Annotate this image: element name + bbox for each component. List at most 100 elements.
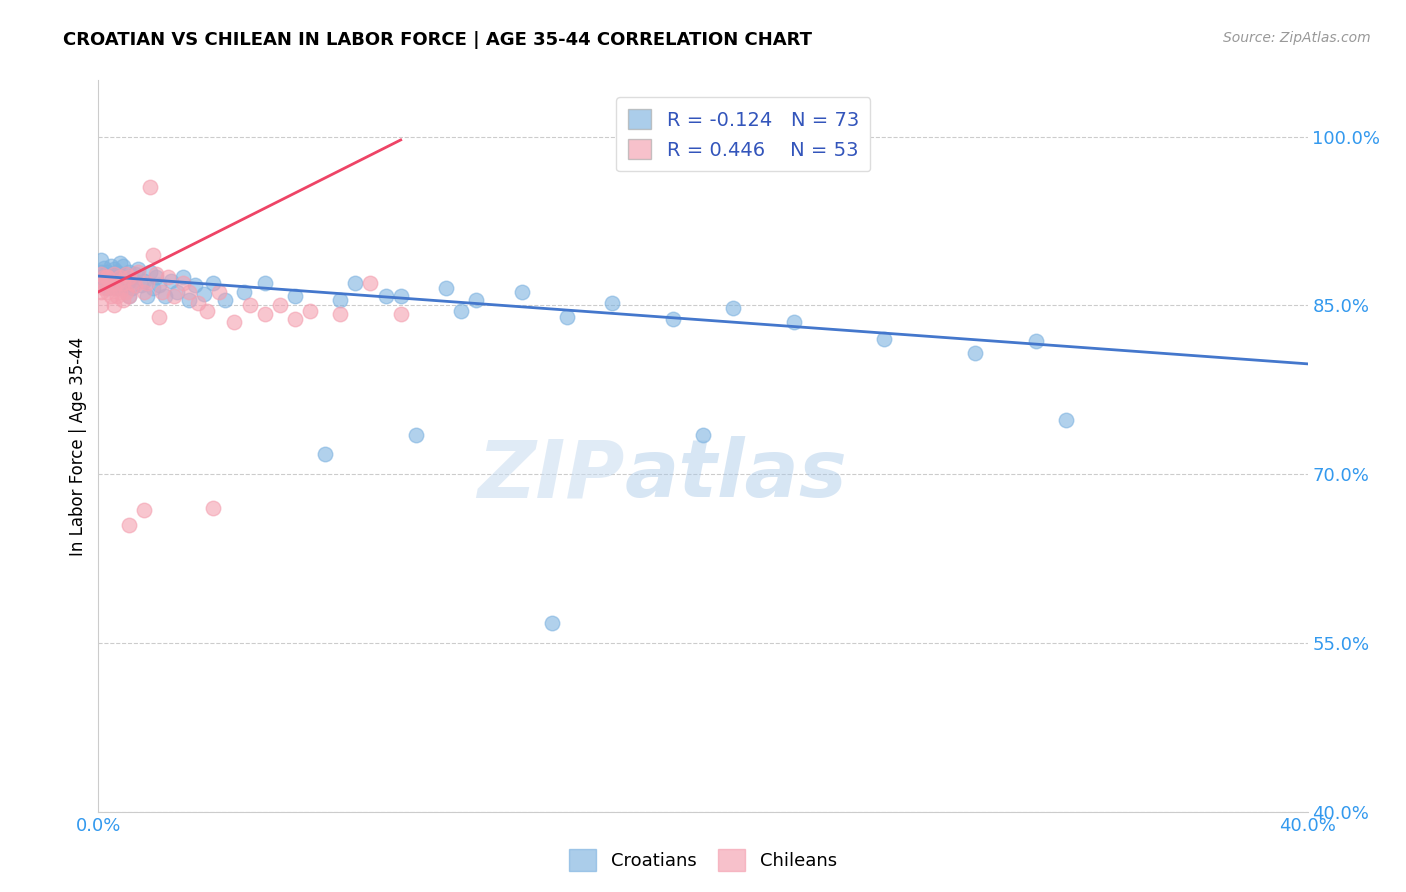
Point xyxy=(132,503,155,517)
Point xyxy=(434,281,457,295)
Point xyxy=(284,311,307,326)
Point xyxy=(118,274,141,288)
Text: ZIP: ZIP xyxy=(477,436,624,515)
Point xyxy=(127,262,149,277)
Point xyxy=(90,285,112,299)
Point xyxy=(103,267,125,281)
Point xyxy=(179,285,201,299)
Point xyxy=(723,301,745,315)
Point xyxy=(111,279,134,293)
Point xyxy=(118,289,141,303)
Point xyxy=(224,315,246,329)
Point xyxy=(103,278,125,293)
Point xyxy=(239,298,262,312)
Point xyxy=(114,267,136,281)
Point xyxy=(100,289,122,303)
Point xyxy=(202,500,225,515)
Point xyxy=(105,276,128,290)
Point xyxy=(184,278,207,293)
Point xyxy=(127,264,149,278)
Point xyxy=(90,253,112,268)
Point xyxy=(142,248,165,262)
Point xyxy=(129,278,152,293)
Point xyxy=(135,289,157,303)
Point xyxy=(602,296,624,310)
Point xyxy=(314,447,336,461)
Point xyxy=(783,315,806,329)
Point xyxy=(90,264,112,278)
Point xyxy=(114,285,136,299)
Point xyxy=(96,270,118,285)
Point xyxy=(253,276,276,290)
Point xyxy=(93,278,115,293)
Point xyxy=(111,293,134,307)
Point xyxy=(124,278,146,293)
Point xyxy=(139,264,162,278)
Point xyxy=(202,276,225,290)
Point xyxy=(344,276,367,290)
Point xyxy=(111,272,134,286)
Point xyxy=(90,267,112,281)
Point xyxy=(121,270,143,285)
Point xyxy=(96,285,118,299)
Point xyxy=(299,304,322,318)
Legend: R = -0.124   N = 73, R = 0.446    N = 53: R = -0.124 N = 73, R = 0.446 N = 53 xyxy=(616,97,870,171)
Point xyxy=(389,307,412,321)
Point xyxy=(100,276,122,290)
Point xyxy=(103,298,125,312)
Point xyxy=(124,267,146,281)
Point xyxy=(450,304,472,318)
Point xyxy=(253,307,276,321)
Point xyxy=(163,289,186,303)
Point xyxy=(114,270,136,285)
Text: CROATIAN VS CHILEAN IN LABOR FORCE | AGE 35-44 CORRELATION CHART: CROATIAN VS CHILEAN IN LABOR FORCE | AGE… xyxy=(63,31,813,49)
Point xyxy=(108,270,131,285)
Point xyxy=(153,289,176,303)
Point xyxy=(195,304,218,318)
Point xyxy=(329,293,352,307)
Point xyxy=(269,298,291,312)
Point xyxy=(96,281,118,295)
Point xyxy=(118,264,141,278)
Point xyxy=(96,270,118,285)
Text: Source: ZipAtlas.com: Source: ZipAtlas.com xyxy=(1223,31,1371,45)
Point xyxy=(160,274,183,288)
Point xyxy=(105,269,128,284)
Point xyxy=(108,285,131,299)
Point xyxy=(103,270,125,285)
Point xyxy=(100,268,122,282)
Point xyxy=(111,276,134,290)
Point xyxy=(329,307,352,321)
Point xyxy=(142,281,165,295)
Point xyxy=(105,281,128,295)
Point xyxy=(118,270,141,285)
Point xyxy=(510,285,533,299)
Point xyxy=(145,267,167,281)
Text: atlas: atlas xyxy=(624,436,848,515)
Point xyxy=(114,278,136,293)
Point xyxy=(100,259,122,273)
Point xyxy=(108,255,131,269)
Point xyxy=(105,264,128,278)
Point xyxy=(96,271,118,285)
Point xyxy=(100,276,122,290)
Point xyxy=(132,285,155,299)
Point xyxy=(90,270,112,285)
Point xyxy=(118,517,141,532)
Point xyxy=(145,270,167,285)
Point xyxy=(135,276,157,290)
Point xyxy=(150,285,173,299)
Point xyxy=(139,180,162,194)
Point xyxy=(193,287,215,301)
Point xyxy=(179,293,201,307)
Point xyxy=(103,281,125,295)
Point xyxy=(166,285,188,299)
Point xyxy=(661,311,683,326)
Point xyxy=(111,259,134,273)
Point xyxy=(232,285,254,299)
Point xyxy=(172,276,194,290)
Point xyxy=(90,298,112,312)
Point xyxy=(374,289,396,303)
Point xyxy=(360,276,382,290)
Legend: Croatians, Chileans: Croatians, Chileans xyxy=(562,842,844,879)
